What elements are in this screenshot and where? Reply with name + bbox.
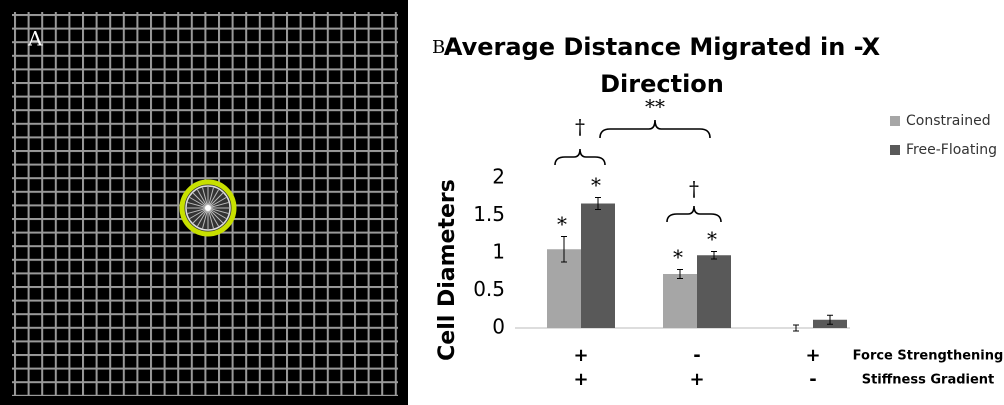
error-bar <box>711 251 717 260</box>
condition-sign: - <box>693 345 700 366</box>
panel-label: A <box>27 27 43 51</box>
chart-title: Average Distance Migrated in -X <box>444 33 881 61</box>
error-bar <box>595 197 601 210</box>
y-tick-label: 0 <box>492 315 505 339</box>
annotation: ** <box>645 95 665 119</box>
condition-sign: + <box>573 369 588 390</box>
error-bar <box>827 314 833 325</box>
condition-name: Stiffness Gradient <box>862 373 995 388</box>
bar <box>697 255 731 328</box>
y-tick-label: 1 <box>492 240 505 264</box>
condition-sign: + <box>689 369 704 390</box>
bar <box>581 203 615 328</box>
legend-swatch <box>890 116 900 126</box>
significance-marker: * <box>673 245 683 269</box>
y-tick-label: 1.5 <box>473 202 505 226</box>
condition-name: Force Strengthening <box>853 349 1004 364</box>
legend-label: Free-Floating <box>906 142 997 158</box>
y-tick-label: 2 <box>492 165 505 189</box>
error-bar <box>561 236 567 263</box>
cell <box>179 179 237 237</box>
condition-sign: + <box>573 345 588 366</box>
significance-marker: * <box>557 212 567 236</box>
condition-sign: - <box>809 369 816 390</box>
panel-label: B <box>432 37 445 58</box>
significance-marker: * <box>707 227 717 251</box>
condition-sign: + <box>805 345 820 366</box>
brace <box>599 119 711 139</box>
chart-title: Direction <box>600 70 724 98</box>
bar <box>663 274 697 328</box>
legend-swatch <box>890 145 900 155</box>
brace <box>554 148 606 166</box>
annotation: † <box>575 115 585 139</box>
legend-label: Constrained <box>906 113 991 129</box>
brace <box>666 205 722 223</box>
annotation: † <box>689 177 699 201</box>
y-tick-label: 0.5 <box>473 277 505 301</box>
significance-marker: * <box>591 173 601 197</box>
y-axis-label: Cell Diameters <box>435 179 460 361</box>
error-bar <box>793 324 799 332</box>
error-bar <box>677 269 683 279</box>
